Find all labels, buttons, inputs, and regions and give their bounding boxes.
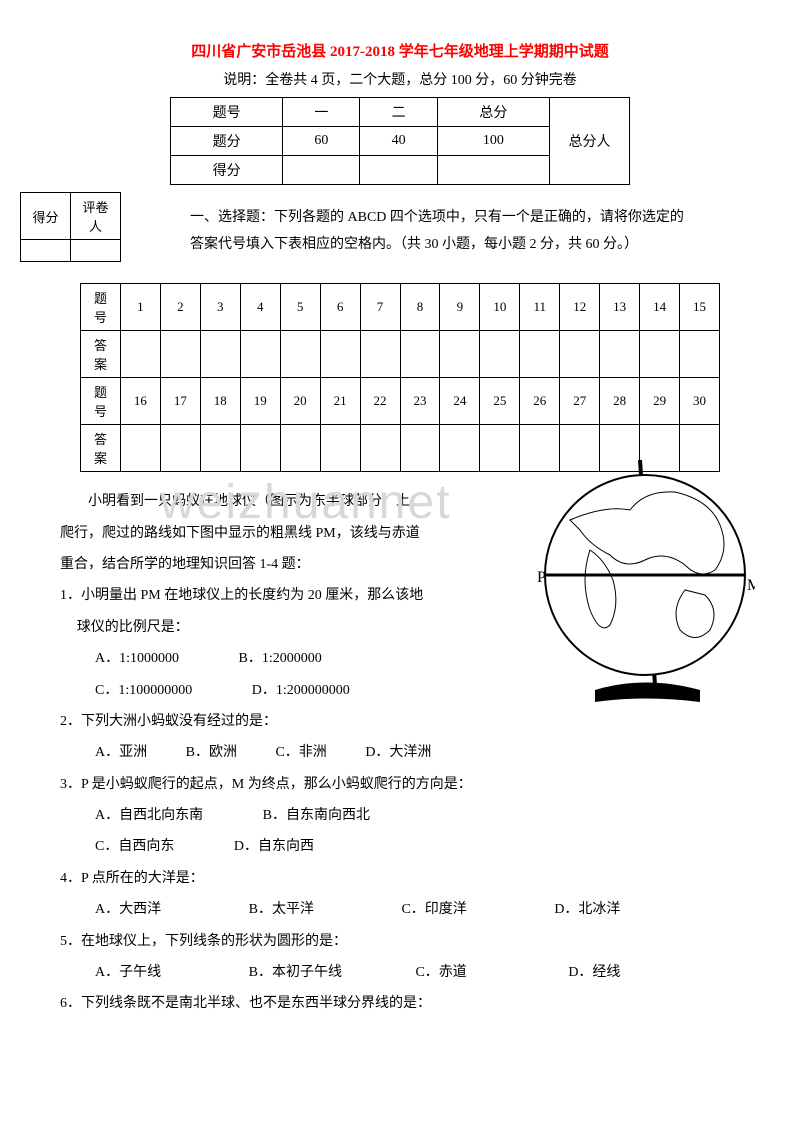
label-m: M	[747, 577, 755, 594]
q3-options-cd: C．自西向东 D．自东向西	[60, 832, 740, 861]
answer-row1-header: 题号 1 2 3 4 5 6 7 8 9 10 11 12 13 14 15	[81, 284, 720, 331]
grader-score-val	[21, 240, 71, 262]
q5-stem: 5．在地球仪上，下列线条的形状为圆形的是：	[60, 927, 740, 956]
hdr-total: 总分	[437, 98, 549, 127]
q1-a: A．1:1000000	[95, 651, 179, 666]
q5-b: B．本初子午线	[249, 965, 342, 980]
row-points-2: 40	[360, 127, 437, 156]
answer-ans-label2: 答案	[81, 425, 121, 472]
row-points-total: 100	[437, 127, 549, 156]
score-summary-table: 题号 一 二 总分 总分人 题分 60 40 100 得分	[170, 97, 630, 185]
answer-label2: 题号	[81, 378, 121, 425]
row-points-1: 60	[283, 127, 360, 156]
label-p: P	[537, 569, 546, 586]
grader-person-hdr: 评卷人	[71, 193, 121, 240]
q5-a: A．子午线	[95, 965, 161, 980]
exam-subtitle: 说明：全卷共 4 页，二个大题，总分 100 分，60 分钟完卷	[60, 69, 740, 89]
hdr-two: 二	[360, 98, 437, 127]
q2-b: B．欧洲	[186, 745, 237, 760]
exam-title: 四川省广安市岳池县 2017-2018 学年七年级地理上学期期中试题	[60, 40, 740, 61]
q4-b: B．太平洋	[249, 902, 314, 917]
q4-c: C．印度洋	[401, 902, 466, 917]
globe-diagram: P M	[535, 450, 755, 710]
q4-options: A．大西洋 B．太平洋 C．印度洋 D．北冰洋	[60, 895, 740, 924]
q5-options: A．子午线 B．本初子午线 C．赤道 D．经线	[60, 958, 740, 987]
grader-score-hdr: 得分	[21, 193, 71, 240]
row-points-label: 题分	[171, 127, 283, 156]
q6-stem: 6．下列线条既不是南北半球、也不是东西半球分界线的是：	[60, 989, 740, 1018]
answer-ans-label: 答案	[81, 331, 121, 378]
q3-stem: 3．P 是小蚂蚁爬行的起点，M 为终点，那么小蚂蚁爬行的方向是：	[60, 770, 740, 799]
q1-d: D．1:200000000	[252, 683, 350, 698]
answer-row2-header: 题号 16 17 18 19 20 21 22 23 24 25 26 27 2…	[81, 378, 720, 425]
row-score-2	[360, 156, 437, 185]
grader-box: 得分 评卷人	[20, 192, 121, 262]
q3-a: A．自西北向东南	[95, 808, 203, 823]
q2-options: A．亚洲 B．欧洲 C．非洲 D．大洋洲	[60, 738, 740, 767]
q2-a: A．亚洲	[95, 745, 147, 760]
hdr-section: 题号	[171, 98, 283, 127]
q1-b: B．1:2000000	[239, 651, 322, 666]
row-score-1	[283, 156, 360, 185]
q4-a: A．大西洋	[95, 902, 161, 917]
row-score-total	[437, 156, 549, 185]
answer-grid: 题号 1 2 3 4 5 6 7 8 9 10 11 12 13 14 15 答…	[80, 283, 720, 472]
q2-d: D．大洋洲	[365, 745, 431, 760]
q4-stem: 4．P 点所在的大洋是：	[60, 864, 740, 893]
q1-c: C．1:100000000	[95, 683, 192, 698]
q2-c: C．非洲	[275, 745, 326, 760]
section1-intro-l1: 一、选择题：下列各题的 ABCD 四个选项中，只有一个是正确的，请将你选定的	[190, 210, 684, 225]
q5-d: D．经线	[568, 965, 620, 980]
row-score-label: 得分	[171, 156, 283, 185]
section1-intro: 一、选择题：下列各题的 ABCD 四个选项中，只有一个是正确的，请将你选定的 答…	[190, 205, 740, 258]
answer-label: 题号	[81, 284, 121, 331]
q3-b: B．自东南向西北	[263, 808, 370, 823]
hdr-totalperson: 总分人	[550, 98, 630, 185]
q4-d: D．北冰洋	[554, 902, 620, 917]
grader-person-val	[71, 240, 121, 262]
hdr-one: 一	[283, 98, 360, 127]
q2-stem: 2．下列大洲小蚂蚁没有经过的是：	[60, 707, 740, 736]
q3-options-ab: A．自西北向东南 B．自东南向西北	[60, 801, 740, 830]
answer-row1-blank: 答案	[81, 331, 720, 378]
q5-c: C．赤道	[415, 965, 466, 980]
section1-intro-l2: 答案代号填入下表相应的空格内。（共 30 小题，每小题 2 分，共 60 分。）	[190, 237, 638, 252]
q3-d: D．自东向西	[234, 839, 314, 854]
q3-c: C．自西向东	[95, 839, 174, 854]
